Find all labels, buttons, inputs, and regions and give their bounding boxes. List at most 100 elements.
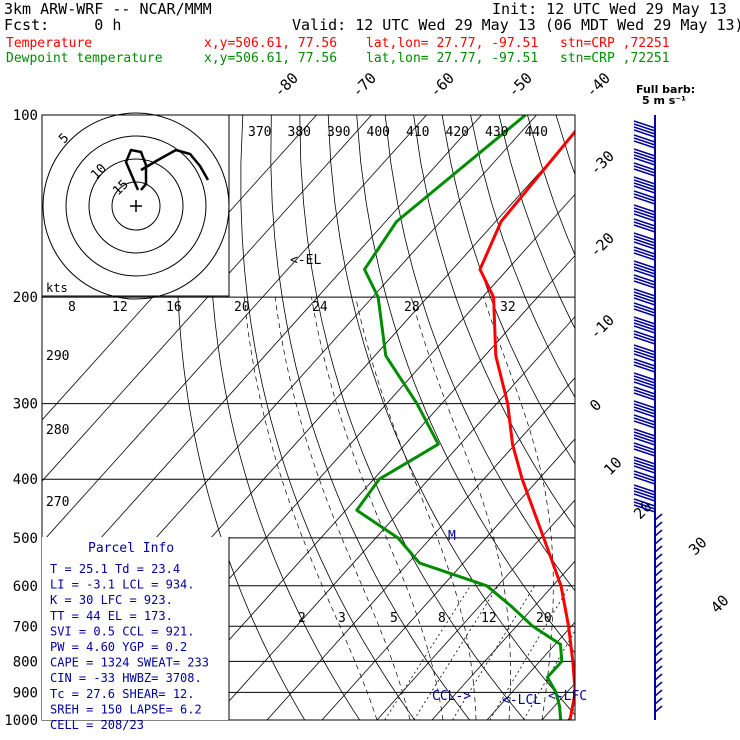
wind-barb (633, 288, 656, 297)
isotherm-label: 20 (630, 497, 656, 523)
wind-barb (633, 459, 656, 468)
isotherm-label: -30 (586, 147, 618, 179)
temperature-latlon: lat,lon= 27.77, -97.51 (366, 36, 539, 51)
wind-barb (633, 179, 656, 188)
wind-barb (654, 681, 663, 689)
wind-barb (633, 221, 656, 230)
dry-adiabat (698, 115, 740, 720)
isotherm (211, 316, 575, 720)
wind-barb (633, 428, 656, 437)
hodograph-speed-label: 32 (500, 300, 516, 315)
wind-barb (633, 448, 656, 457)
theta-label: 400 (367, 125, 390, 140)
dry-adiabat (670, 115, 740, 720)
wind-barb (633, 392, 656, 401)
wind-barb (654, 673, 663, 681)
wind-barb (633, 168, 656, 177)
wind-barb (633, 361, 656, 370)
wind-barb (633, 151, 656, 160)
wind-barb (633, 353, 656, 362)
wind-barb (633, 347, 656, 356)
moist-adiabat (410, 297, 511, 720)
temperature-xy: x,y=506.61, 77.56 (204, 36, 338, 51)
moist-adiabat (243, 297, 378, 720)
dry-adiabat (470, 115, 575, 399)
wind-barb (633, 224, 656, 233)
ccl-annotation: CCL-> (432, 689, 471, 704)
theta-label: 290 (46, 349, 69, 364)
wind-barb (633, 196, 656, 205)
dry-adiabat (727, 115, 740, 720)
full-barb-units: 5 m s⁻¹ (642, 94, 686, 107)
wind-barb (633, 462, 656, 471)
dry-adiabat (384, 115, 575, 592)
wind-barb (654, 697, 663, 705)
theta-label: 410 (406, 125, 429, 140)
hodograph-ring (111, 181, 161, 231)
dry-adiabat (641, 115, 740, 720)
wind-barb (633, 126, 656, 135)
dewpoint-profile (355, 115, 564, 720)
mixing-ratio-label: 12 (481, 611, 497, 626)
isotherm (597, 115, 740, 720)
dry-adiabat (613, 115, 740, 720)
wind-barb (633, 322, 656, 331)
dry-adiabat (555, 115, 575, 176)
isotherm-label: -20 (586, 229, 618, 261)
dry-adiabat (584, 115, 740, 720)
pressure-label: 300 (13, 397, 38, 413)
dry-adiabat (527, 115, 575, 256)
wind-barb (633, 260, 656, 269)
wind-barb (633, 266, 656, 275)
wind-barb (633, 344, 656, 353)
wind-barb (654, 585, 663, 593)
theta-label: 370 (248, 125, 271, 140)
isotherm-label: 0 (586, 396, 605, 415)
pressure-label: 400 (13, 472, 38, 488)
parcel-info-row: T = 25.1 Td = 23.4 (50, 562, 180, 576)
lfc-annotation: <-LFC (548, 689, 587, 704)
el-annotation: <-EL (290, 253, 321, 268)
wind-barb (633, 302, 656, 311)
parcel-info-row: TT = 44 EL = 173. (50, 609, 173, 623)
dewpoint-legend: Dewpoint temperature (6, 51, 163, 66)
mixing-ratio-line (452, 585, 535, 720)
pressure-label: 600 (13, 579, 38, 595)
wind-barb (654, 561, 663, 569)
wind-barb (633, 238, 656, 247)
isotherm-label: -10 (586, 311, 618, 343)
pressure-label: 500 (13, 531, 38, 547)
isotherm-label: -50 (504, 69, 536, 101)
parcel-info-row: PW = 4.60 YGP = 0.2 (50, 640, 187, 654)
wind-barb (633, 420, 656, 429)
wind-barb (633, 386, 656, 395)
dry-adiabat (356, 115, 575, 654)
theta-label: 280 (46, 423, 69, 438)
wind-barb (633, 375, 656, 384)
wind-barb (633, 129, 656, 138)
mixing-ratio-label: 2 (298, 611, 306, 626)
wind-barb (654, 689, 663, 697)
wind-barb (633, 218, 656, 227)
wind-barb (633, 487, 656, 496)
wind-barb (633, 378, 656, 387)
wind-barb (633, 389, 656, 398)
hodograph-speed-label: 16 (166, 300, 182, 315)
wind-barb (633, 252, 656, 261)
wind-barb (633, 294, 656, 303)
theta-label: 430 (485, 125, 508, 140)
parcel-info-row: CAPE = 1324 SWEAT= 233 (50, 656, 209, 670)
dry-adiabat (270, 115, 471, 720)
dry-adiabat (299, 115, 526, 720)
mixing-ratio-label: 20 (536, 611, 552, 626)
wind-barb (654, 641, 663, 649)
wind-barb (654, 569, 663, 577)
wind-barb (633, 204, 656, 213)
isotherm-label: 30 (685, 533, 711, 559)
isotherm (376, 499, 575, 720)
wind-barb (633, 308, 656, 317)
hodograph-ring (88, 158, 184, 254)
wind-barb (633, 476, 656, 485)
parcel-info-row: SVI = 0.5 CCL = 921. (50, 624, 195, 638)
